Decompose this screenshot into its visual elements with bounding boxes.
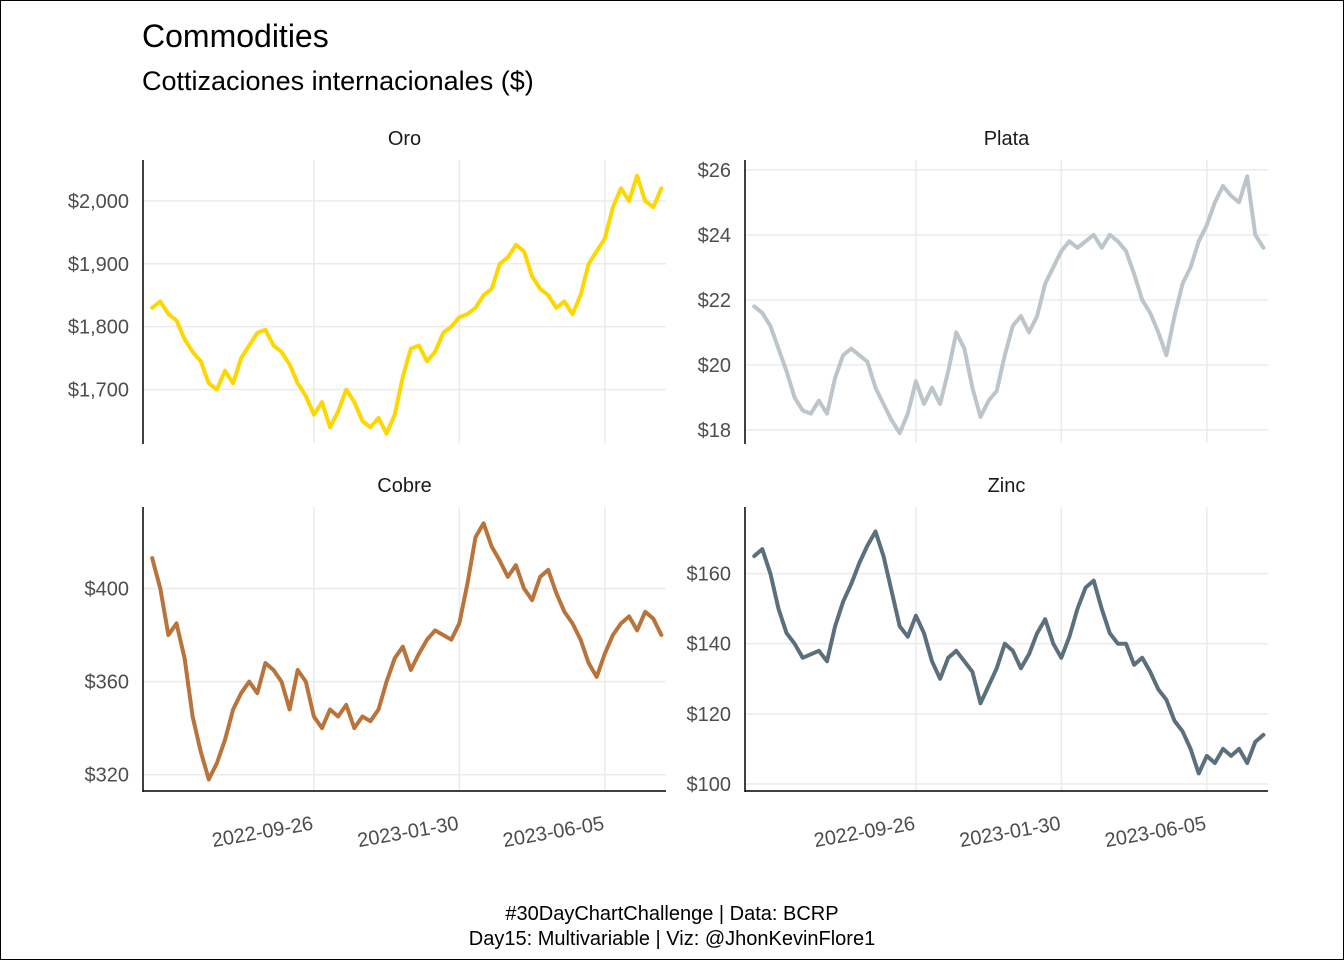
- x-tick-label: 2022-09-26: [210, 813, 315, 852]
- y-tick-label: $360: [85, 672, 130, 694]
- chart-title: Commodities: [142, 18, 329, 54]
- y-tick-label: $400: [85, 578, 130, 600]
- x-tick-label: 2023-01-30: [356, 813, 461, 852]
- caption-line-1: #30DayChartChallenge | Data: BCRP: [505, 903, 839, 925]
- y-tick-label: $100: [687, 774, 732, 796]
- y-tick-label: $26: [698, 160, 731, 182]
- y-tick-label: $320: [85, 765, 130, 787]
- x-tick-label: 2023-06-05: [1103, 813, 1208, 852]
- series-line-plata: [752, 174, 1266, 436]
- chart-caption: #30DayChartChallenge | Data: BCRP Day15:…: [0, 902, 1344, 952]
- y-tick-label: $20: [698, 355, 731, 377]
- x-tick-label: 2022-09-26: [812, 813, 917, 852]
- panel-plata: Plata $18 $20 $22 $24 $26: [698, 128, 1268, 444]
- panel-zinc: Zinc $100 $120 $140 $160 2022-09-26 2023-01-30…: [687, 475, 1268, 852]
- caption-line-2: Day15: Multivariable | Viz: @JhonKevinFl…: [468, 928, 876, 950]
- x-tick-label: 2023-06-05: [501, 813, 606, 852]
- series-line-cobre: [150, 521, 664, 782]
- panel-oro: Oro $1,700 $1,800 $1,900 $2,000: [68, 128, 666, 444]
- y-tick-label: $18: [698, 420, 731, 442]
- facet-label-oro: Oro: [388, 128, 421, 150]
- y-tick-label: $1,900: [68, 254, 129, 276]
- x-tick-label: 2023-01-30: [958, 813, 1063, 852]
- facet-label-zinc: Zinc: [988, 475, 1026, 497]
- series-line-zinc: [752, 529, 1266, 776]
- series-line-oro: [150, 173, 664, 436]
- chart-subtitle: Cottizaciones internacionales ($): [142, 66, 534, 96]
- y-tick-label: $24: [698, 225, 731, 247]
- y-tick-label: $120: [687, 704, 732, 726]
- y-tick-label: $1,700: [68, 380, 129, 402]
- panel-cobre: Cobre $320 $360 $400 2022-09-26 2023-01-30 202…: [85, 475, 666, 852]
- y-tick-label: $140: [687, 634, 732, 656]
- y-tick-label: $160: [687, 564, 732, 586]
- facet-label-plata: Plata: [984, 128, 1030, 150]
- y-tick-label: $1,800: [68, 317, 129, 339]
- facet-label-cobre: Cobre: [377, 475, 431, 497]
- y-tick-label: $22: [698, 290, 731, 312]
- y-tick-label: $2,000: [68, 191, 129, 213]
